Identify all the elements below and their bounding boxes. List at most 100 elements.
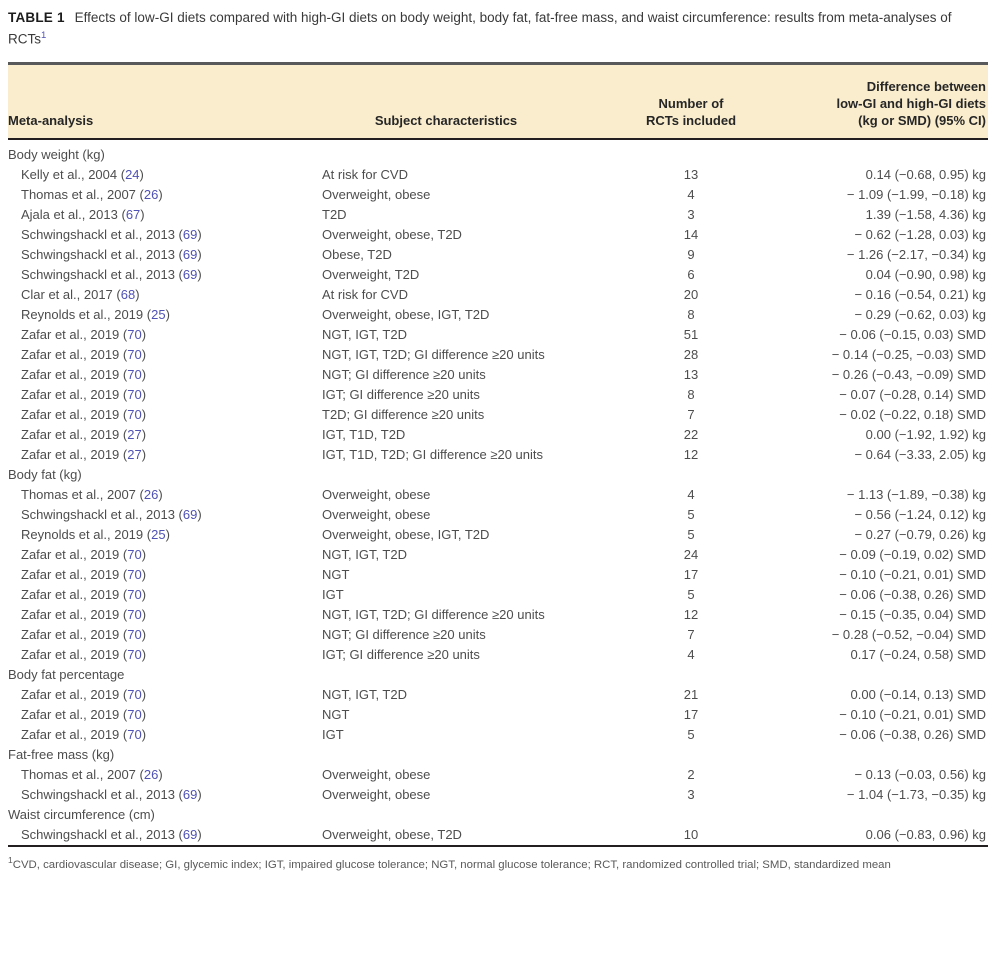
difference-ci-cell: 0.17 (−0.24, 0.58) SMD [850, 647, 987, 663]
citation-link[interactable]: 70 [127, 387, 142, 403]
subject-characteristics-cell: Overweight, obese [322, 767, 431, 783]
difference-ci-cell: 0.00 (−1.92, 1.92) kg [865, 427, 986, 443]
citation-link[interactable]: 26 [143, 767, 159, 783]
citation-link[interactable]: 70 [127, 607, 142, 623]
table-caption: TABLE 1 Effects of low-GI diets compared … [8, 8, 988, 50]
table-row: Clar et al., 2017 (68) At risk for CVD 20 −… [8, 285, 988, 305]
citation-link[interactable]: 70 [127, 687, 142, 703]
table-row: Zafar et al., 2019 (70) NGT, IGT, T2D 24 − … [8, 545, 988, 565]
subject-characteristics-cell: NGT; GI difference ≥20 units [322, 627, 486, 643]
citation-link[interactable]: 70 [127, 707, 142, 723]
n-rcts-cell: 4 [687, 487, 695, 503]
n-rcts-cell: 7 [687, 627, 695, 643]
study-cell: Schwingshackl et al., 2013 (69) [21, 507, 202, 523]
citation-link[interactable]: 27 [127, 427, 142, 443]
n-rcts-cell: 3 [687, 787, 695, 803]
caption-footnote-ref-link[interactable]: 1 [41, 29, 47, 41]
difference-ci-cell: − 0.07 (−0.28, 0.14) SMD [839, 387, 986, 403]
subject-characteristics-cell: Overweight, obese, T2D [322, 227, 462, 243]
subject-characteristics-cell: NGT; GI difference ≥20 units [322, 367, 486, 383]
subject-characteristics-cell: NGT, IGT, T2D; GI difference ≥20 units [322, 347, 545, 363]
subject-characteristics-cell: NGT, IGT, T2D [322, 327, 407, 343]
citation-link[interactable]: 70 [127, 327, 142, 343]
citation-link[interactable]: 69 [182, 227, 198, 243]
table-row: Zafar et al., 2019 (70) NGT, IGT, T2D; GI… [8, 345, 988, 365]
study-name: Zafar et al., 2019 [21, 347, 120, 363]
citation-link[interactable]: 69 [182, 267, 198, 283]
citation-link[interactable]: 69 [182, 247, 198, 263]
n-rcts-cell: 24 [683, 547, 699, 563]
study-cell: Zafar et al., 2019 (70) [21, 627, 147, 643]
citation-link[interactable]: 70 [127, 567, 142, 583]
n-rcts-cell: 12 [683, 607, 699, 623]
study-name: Kelly et al., 2004 [21, 167, 118, 183]
citation-link[interactable]: 70 [127, 547, 142, 563]
citation-link[interactable]: 24 [125, 167, 140, 183]
difference-ci-cell: − 0.56 (−1.24, 0.12) kg [854, 507, 986, 523]
subject-characteristics-cell: NGT, IGT, T2D [322, 687, 407, 703]
table-row: Kelly et al., 2004 (24) At risk for CVD 13… [8, 165, 988, 185]
table-row: Schwingshackl et al., 2013 (69) Overweigh… [8, 785, 988, 805]
study-cell: Clar et al., 2017 (68) [21, 287, 140, 303]
difference-ci-cell: − 0.16 (−0.54, 0.21) kg [854, 287, 986, 303]
difference-ci-cell: − 0.09 (−0.19, 0.02) SMD [839, 547, 986, 563]
n-rcts-cell: 5 [687, 527, 695, 543]
difference-ci-cell: − 1.09 (−1.99, −0.18) kg [846, 187, 986, 203]
study-name: Zafar et al., 2019 [21, 627, 120, 643]
citation-link[interactable]: 69 [182, 827, 198, 843]
citation-link[interactable]: 69 [182, 787, 198, 803]
study-name: Zafar et al., 2019 [21, 727, 120, 743]
citation-link[interactable]: 67 [125, 207, 141, 223]
study-name: Zafar et al., 2019 [21, 387, 120, 403]
subject-characteristics-cell: T2D [322, 207, 347, 223]
study-cell: Zafar et al., 2019 (70) [21, 327, 147, 343]
subject-characteristics-cell: IGT [322, 727, 344, 743]
citation-link[interactable]: 26 [143, 187, 159, 203]
n-rcts-cell: 51 [683, 327, 699, 343]
n-rcts-cell: 21 [683, 687, 699, 703]
difference-ci-cell: − 0.29 (−0.62, 0.03) kg [854, 307, 986, 323]
section-row: Waist circumference (cm) [8, 805, 988, 825]
study-cell: Zafar et al., 2019 (70) [21, 387, 147, 403]
subject-characteristics-cell: Overweight, T2D [322, 267, 420, 283]
study-cell: Schwingshackl et al., 2013 (69) [21, 827, 202, 843]
study-cell: Schwingshackl et al., 2013 (69) [21, 787, 202, 803]
subject-characteristics-cell: Overweight, obese [322, 507, 431, 523]
footnote-ref-marker: 1 [8, 855, 13, 866]
difference-ci-cell: − 0.14 (−0.25, −0.03) SMD [831, 347, 986, 363]
citation-link[interactable]: 70 [127, 647, 142, 663]
citation-link[interactable]: 25 [151, 307, 166, 323]
subject-characteristics-cell: NGT [322, 707, 350, 723]
study-cell: Thomas et al., 2007 (26) [21, 767, 163, 783]
n-rcts-cell: 4 [687, 187, 695, 203]
table-row: Zafar et al., 2019 (70) NGT, IGT, T2D 21 0.… [8, 685, 988, 705]
n-rcts-cell: 12 [683, 447, 699, 463]
citation-link[interactable]: 27 [127, 447, 142, 463]
citation-link[interactable]: 70 [127, 587, 142, 603]
citation-link[interactable]: 69 [182, 507, 198, 523]
citation-link[interactable]: 25 [151, 527, 166, 543]
study-name: Reynolds et al., 2019 [21, 527, 144, 543]
citation-link[interactable]: 70 [127, 407, 142, 423]
citation-link[interactable]: 26 [143, 487, 159, 503]
table-row: Zafar et al., 2019 (27) IGT, T1D, T2D 22 0.… [8, 425, 988, 445]
n-rcts-cell: 17 [683, 707, 699, 723]
n-rcts-cell: 10 [683, 827, 699, 843]
citation-link[interactable]: 70 [127, 367, 142, 383]
table-row: Zafar et al., 2019 (70) NGT, IGT, T2D 51 − … [8, 325, 988, 345]
citation-link[interactable]: 70 [127, 347, 142, 363]
study-name: Zafar et al., 2019 [21, 587, 120, 603]
study-name: Thomas et al., 2007 [21, 487, 136, 503]
citation-link[interactable]: 70 [127, 627, 142, 643]
difference-ci-cell: − 1.04 (−1.73, −0.35) kg [846, 787, 986, 803]
n-rcts-cell: 5 [687, 727, 695, 743]
table-row: Zafar et al., 2019 (70) IGT; GI differenc… [8, 645, 988, 665]
section-header: Waist circumference (cm) [8, 807, 155, 823]
citation-link[interactable]: 70 [127, 727, 142, 743]
study-name: Schwingshackl et al., 2013 [21, 227, 175, 243]
table-row: Zafar et al., 2019 (70) NGT 17 − 0.10 (−0.2… [8, 565, 988, 585]
citation-link[interactable]: 68 [120, 287, 136, 303]
study-cell: Thomas et al., 2007 (26) [21, 187, 163, 203]
study-name: Thomas et al., 2007 [21, 187, 136, 203]
n-rcts-cell: 17 [683, 567, 699, 583]
